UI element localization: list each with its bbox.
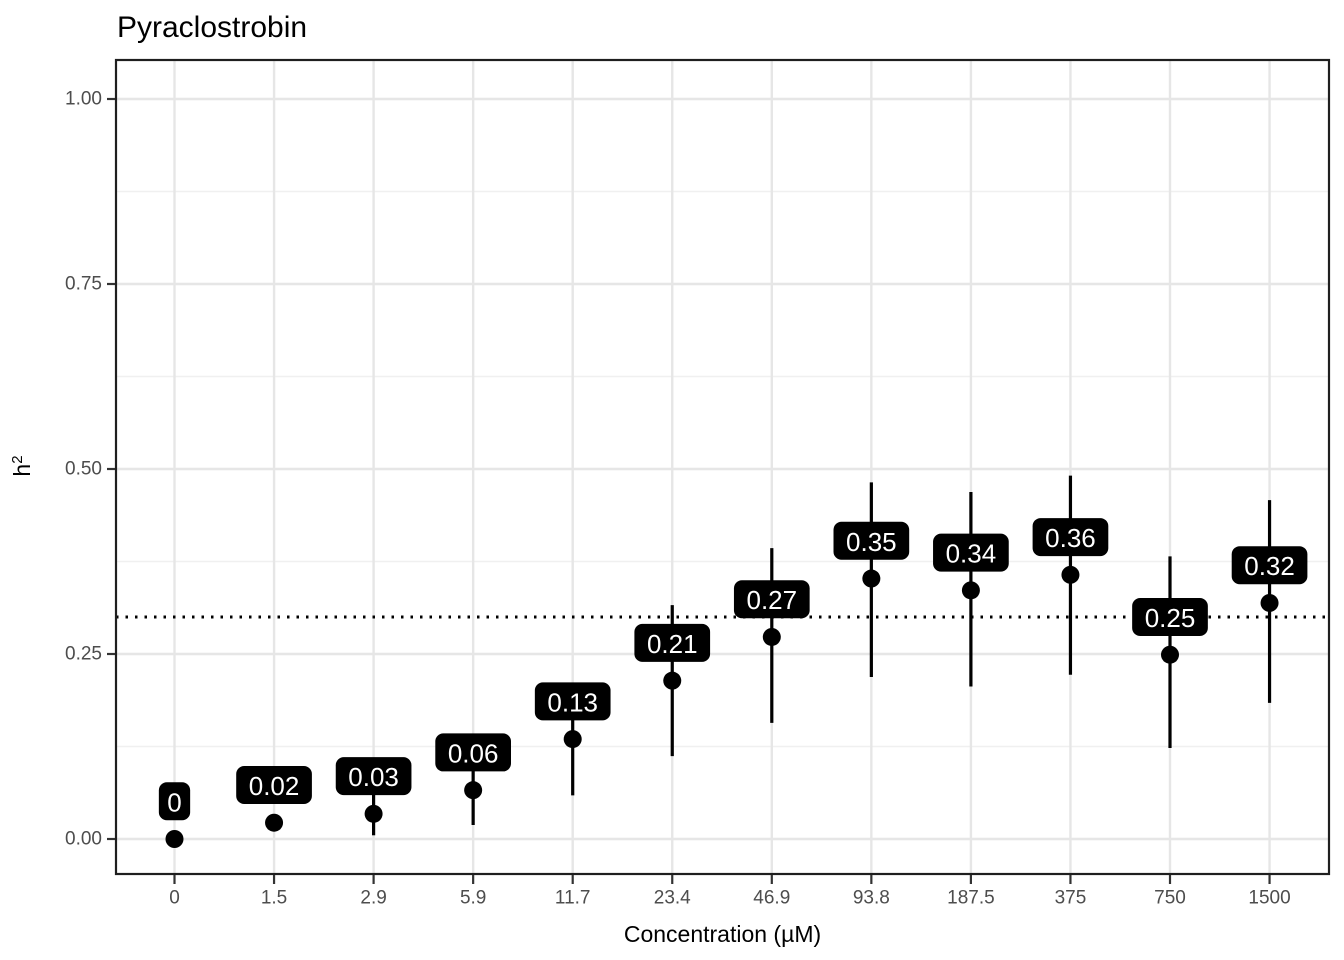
value-label-box — [335, 757, 412, 796]
data-point — [265, 813, 284, 832]
panel-border — [114, 58, 1331, 876]
value-label-text: 0 — [167, 787, 181, 817]
x-tick-label: 5.9 — [460, 888, 486, 909]
x-tick-label: 1500 — [1248, 888, 1290, 909]
data-point — [364, 804, 383, 823]
gridlines-minor — [116, 190, 1329, 748]
gridlines-major-y — [116, 97, 1329, 841]
y-tick-label: 0.50 — [65, 459, 102, 480]
x-tick-label: 1.5 — [261, 888, 287, 909]
data-points — [165, 565, 1279, 848]
value-label-box — [534, 682, 611, 721]
value-label-text: 0.13 — [547, 687, 598, 717]
value-label-text: 0.02 — [249, 771, 300, 801]
plot-title: Pyraclostrobin — [117, 11, 308, 44]
data-point — [862, 569, 881, 588]
data-point — [165, 830, 184, 848]
data-point — [663, 671, 682, 690]
x-tick-labels: 0 1.5 2.9 5.9 11.7 23.4 46.9 93.8 187.5 375 750 150… — [169, 888, 1290, 909]
value-label-box — [435, 733, 511, 772]
value-label-box — [1032, 518, 1109, 557]
axis-ticks — [107, 97, 1271, 884]
x-tick-label: 187.5 — [947, 888, 995, 909]
data-point — [1260, 593, 1279, 612]
y-tick-label: 0.75 — [65, 274, 102, 295]
x-tick-label: 750 — [1154, 888, 1186, 909]
x-tick-label: 46.9 — [753, 888, 790, 909]
x-tick-label: 11.7 — [555, 888, 591, 909]
x-tick-label: 2.9 — [360, 888, 386, 909]
data-point — [1161, 645, 1179, 664]
x-tick-label: 375 — [1055, 888, 1087, 909]
value-label-box — [158, 782, 191, 821]
y-tick-label: 0.00 — [65, 829, 102, 850]
value-label-box — [833, 521, 910, 560]
value-label-box — [733, 580, 810, 619]
data-point — [563, 730, 582, 749]
y-tick-label: 1.00 — [65, 89, 102, 110]
value-label-box — [933, 533, 1009, 572]
value-label-box — [1231, 546, 1308, 585]
value-label-box — [1132, 598, 1208, 636]
value-label-box — [236, 765, 312, 804]
gridlines-major-x — [173, 60, 1271, 874]
value-label-text: 0.25 — [1145, 603, 1196, 633]
value-label-text: 0.27 — [746, 585, 797, 615]
x-axis-title: Concentration (µM) — [623, 921, 822, 947]
value-label-text: 0.03 — [348, 762, 399, 792]
value-label-box — [634, 623, 711, 662]
x-tick-label: 23.4 — [654, 888, 691, 909]
value-label-text: 0.34 — [946, 539, 997, 569]
y-axis-title: h2 — [9, 455, 35, 476]
y-tick-label: 0.25 — [65, 644, 102, 665]
data-point — [762, 627, 781, 646]
x-tick-label: 0 — [169, 888, 180, 909]
value-label-text: 0.21 — [647, 629, 698, 659]
value-label-text: 0.35 — [846, 527, 897, 557]
data-point — [961, 581, 980, 600]
value-label-text: 0.36 — [1045, 523, 1096, 553]
value-label-text: 0.32 — [1244, 551, 1295, 581]
error-bars — [372, 475, 1272, 836]
data-point — [464, 781, 483, 800]
y-tick-labels: 0.00 0.25 0.50 0.75 1.00 — [65, 89, 102, 850]
value-label-text: 0.06 — [448, 738, 499, 768]
data-point — [1061, 565, 1080, 584]
value-labels: 0 0.02 0.03 0.06 0.13 0.21 0.27 0.35 0.34 0.36 0.2… — [158, 518, 1308, 821]
x-tick-label: 93.8 — [853, 888, 890, 909]
